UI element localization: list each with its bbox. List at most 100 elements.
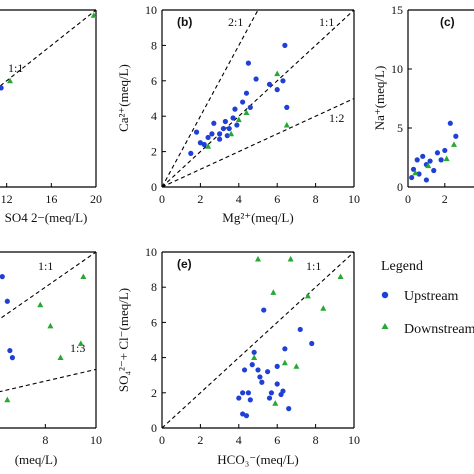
upstream-point — [217, 136, 223, 142]
upstream-point — [274, 363, 280, 369]
upstream-point — [284, 104, 290, 110]
upstream-point — [257, 374, 263, 380]
upstream-point — [247, 104, 253, 110]
upstream-point — [193, 129, 200, 135]
x-axis-label: Mg²⁺(meq/L) — [222, 210, 293, 225]
upstream-point — [438, 157, 444, 163]
upstream-point — [243, 413, 250, 419]
x-tick-label: 2 — [442, 192, 448, 206]
y-tick-label: 15 — [391, 3, 403, 17]
y-tick-label: 8 — [151, 38, 157, 52]
upstream-point — [240, 99, 246, 105]
upstream-point — [217, 131, 223, 137]
upstream-point — [253, 76, 259, 82]
upstream-point — [274, 381, 280, 387]
downstream-point — [57, 354, 64, 360]
upstream-point — [243, 90, 250, 96]
upstream-point — [410, 166, 417, 172]
upstream-point — [286, 406, 292, 412]
y-axis-label: SO₄²⁻+ Cl⁻(meq/L) — [116, 288, 131, 392]
ref-line-label: 1:1 — [38, 259, 53, 273]
upstream-point — [226, 125, 232, 132]
upstream-point — [434, 150, 441, 156]
x-tick-label: 10 — [348, 433, 360, 447]
downstream-point — [443, 155, 450, 162]
upstream-point — [274, 87, 280, 93]
x-tick-label: 0 — [159, 192, 165, 206]
upstream-point — [423, 177, 429, 183]
y-tick-label: 2 — [151, 386, 157, 400]
x-axis-label: HCO₃⁻(meq/L) — [217, 452, 298, 467]
upstream-point — [261, 307, 267, 313]
upstream-point — [247, 397, 253, 403]
legend-downstream-label: Downstream — [404, 322, 474, 337]
upstream-point — [201, 141, 207, 148]
downstream-point — [77, 340, 84, 346]
upstream-point — [447, 120, 453, 126]
x-tick-label: 8 — [42, 433, 48, 447]
downstream-point — [251, 354, 258, 360]
ref-line-1-1 — [162, 252, 354, 428]
upstream-point — [309, 340, 315, 347]
x-tick-label: 16 — [45, 192, 57, 206]
y-tick-label: 2 — [151, 145, 157, 159]
ref-line-label: 1:2 — [329, 111, 344, 125]
downstream-point — [235, 116, 242, 123]
downstream-point — [270, 289, 277, 295]
x-tick-label: 20 — [90, 192, 102, 206]
downstream-point — [320, 305, 327, 311]
upstream-point — [7, 347, 13, 354]
panel-tag: (c) — [440, 15, 455, 29]
ref-line-label: 1:1 — [319, 15, 334, 29]
legend: Legend Upstream Downstream — [381, 259, 474, 337]
ref-line-label: 1:1 — [8, 61, 23, 75]
y-tick-label: 8 — [151, 280, 157, 294]
downstream-point — [412, 169, 419, 176]
upstream-point — [265, 369, 271, 375]
downstream-point — [255, 255, 261, 262]
x-tick-label: 2 — [197, 192, 203, 206]
downstream-point — [293, 363, 300, 369]
ref-line-1-1 — [162, 10, 354, 187]
y-tick-label: 0 — [151, 421, 157, 435]
y-tick-label: 10 — [391, 62, 403, 76]
y-axis-label: Na⁺(meq/L) — [372, 66, 387, 131]
upstream-point — [211, 120, 217, 126]
downstream-point — [337, 273, 344, 280]
x-tick-label: 0 — [159, 433, 165, 447]
upstream-point — [259, 379, 265, 385]
y-tick-label: 4 — [151, 351, 157, 365]
y-tick-label: 5 — [397, 121, 403, 135]
x-tick-label: 0 — [405, 192, 411, 206]
upstream-point — [0, 274, 5, 280]
upstream-point — [266, 395, 273, 401]
upstream-point — [241, 367, 248, 373]
x-tick-label: 8 — [313, 192, 319, 206]
upstream-point — [255, 367, 261, 373]
y-axis-label: Ca²⁺(meq/L) — [116, 64, 131, 132]
upstream-point — [4, 298, 10, 304]
upstream-point — [209, 131, 215, 137]
x-tick-label: 4 — [236, 192, 242, 206]
downstream-point — [243, 109, 250, 116]
ref-line-label: 2:1 — [228, 15, 243, 29]
downstream-point — [7, 77, 14, 84]
x-tick-label: 6 — [274, 433, 280, 447]
downstream-point — [4, 396, 11, 403]
upstream-point — [268, 390, 275, 396]
upstream-point — [249, 362, 255, 368]
upstream-point — [453, 133, 459, 139]
x-tick-label: 10 — [348, 192, 360, 206]
upstream-point — [414, 157, 420, 163]
downstream-point — [304, 292, 311, 299]
downstream-point — [80, 273, 87, 280]
downstream-point — [228, 130, 235, 137]
upstream-point — [431, 167, 437, 174]
ref-line-1-1 — [0, 10, 96, 87]
panel-a-partial: 12 16 20 1:1 SO4 2−(meq/L) — [0, 9, 102, 225]
ref-line-1-1 — [0, 252, 96, 320]
downstream-point — [451, 141, 457, 147]
panel-d-partial: 8 10 1:1 1:3 (meq/L) — [0, 251, 102, 467]
upstream-point — [409, 174, 415, 181]
